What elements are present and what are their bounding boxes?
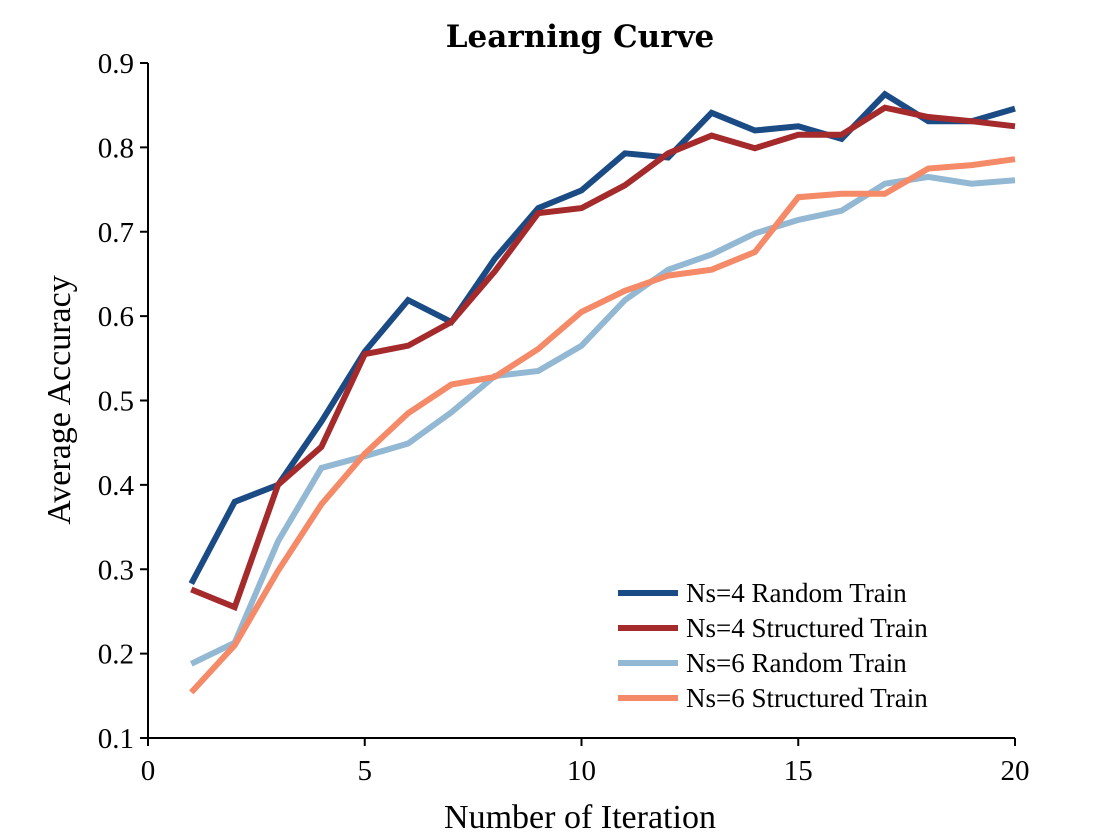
series-line-1 [188, 90, 1016, 586]
y-tick-label: 0.9 [98, 48, 134, 80]
chart-title: Learning Curve [446, 19, 715, 55]
y-axis-label: Average Accuracy [41, 275, 78, 525]
series-layer [188, 90, 1016, 695]
x-tick-label: 20 [1001, 755, 1030, 787]
x-tick-label: 5 [358, 755, 373, 787]
y-tick-label: 0.8 [98, 132, 134, 164]
y-tick-label: 0.3 [98, 554, 134, 586]
x-axis-label: Number of Iteration [444, 799, 716, 836]
series-line-3 [189, 173, 1016, 667]
y-tick-label: 0.6 [98, 301, 134, 333]
y-tick-label: 0.4 [98, 470, 135, 502]
series-line-4 [189, 156, 1016, 695]
legend-label: Ns=6 Structured Train [686, 683, 928, 713]
x-tick-label: 0 [141, 755, 156, 787]
legend-label: Ns=4 Random Train [686, 578, 907, 608]
x-tick-label: 10 [567, 755, 596, 787]
y-tick-label: 0.2 [98, 639, 134, 671]
legend-label: Ns=4 Structured Train [686, 613, 928, 643]
y-tick-label: 0.7 [98, 217, 134, 249]
series-line-2 [190, 104, 1016, 612]
legend-label: Ns=6 Random Train [686, 648, 907, 678]
legend: Ns=4 Random Train Ns=4 Structured Train Ns… [618, 578, 928, 713]
y-tick-label: 0.1 [98, 723, 134, 755]
y-tick-label: 0.5 [98, 386, 134, 418]
axes: 0.1 0.2 0.3 0.4 0.5 0.6 0.7 0.8 0.9 0 5 10 15 20 [98, 48, 1030, 787]
x-tick-label: 15 [784, 755, 813, 787]
